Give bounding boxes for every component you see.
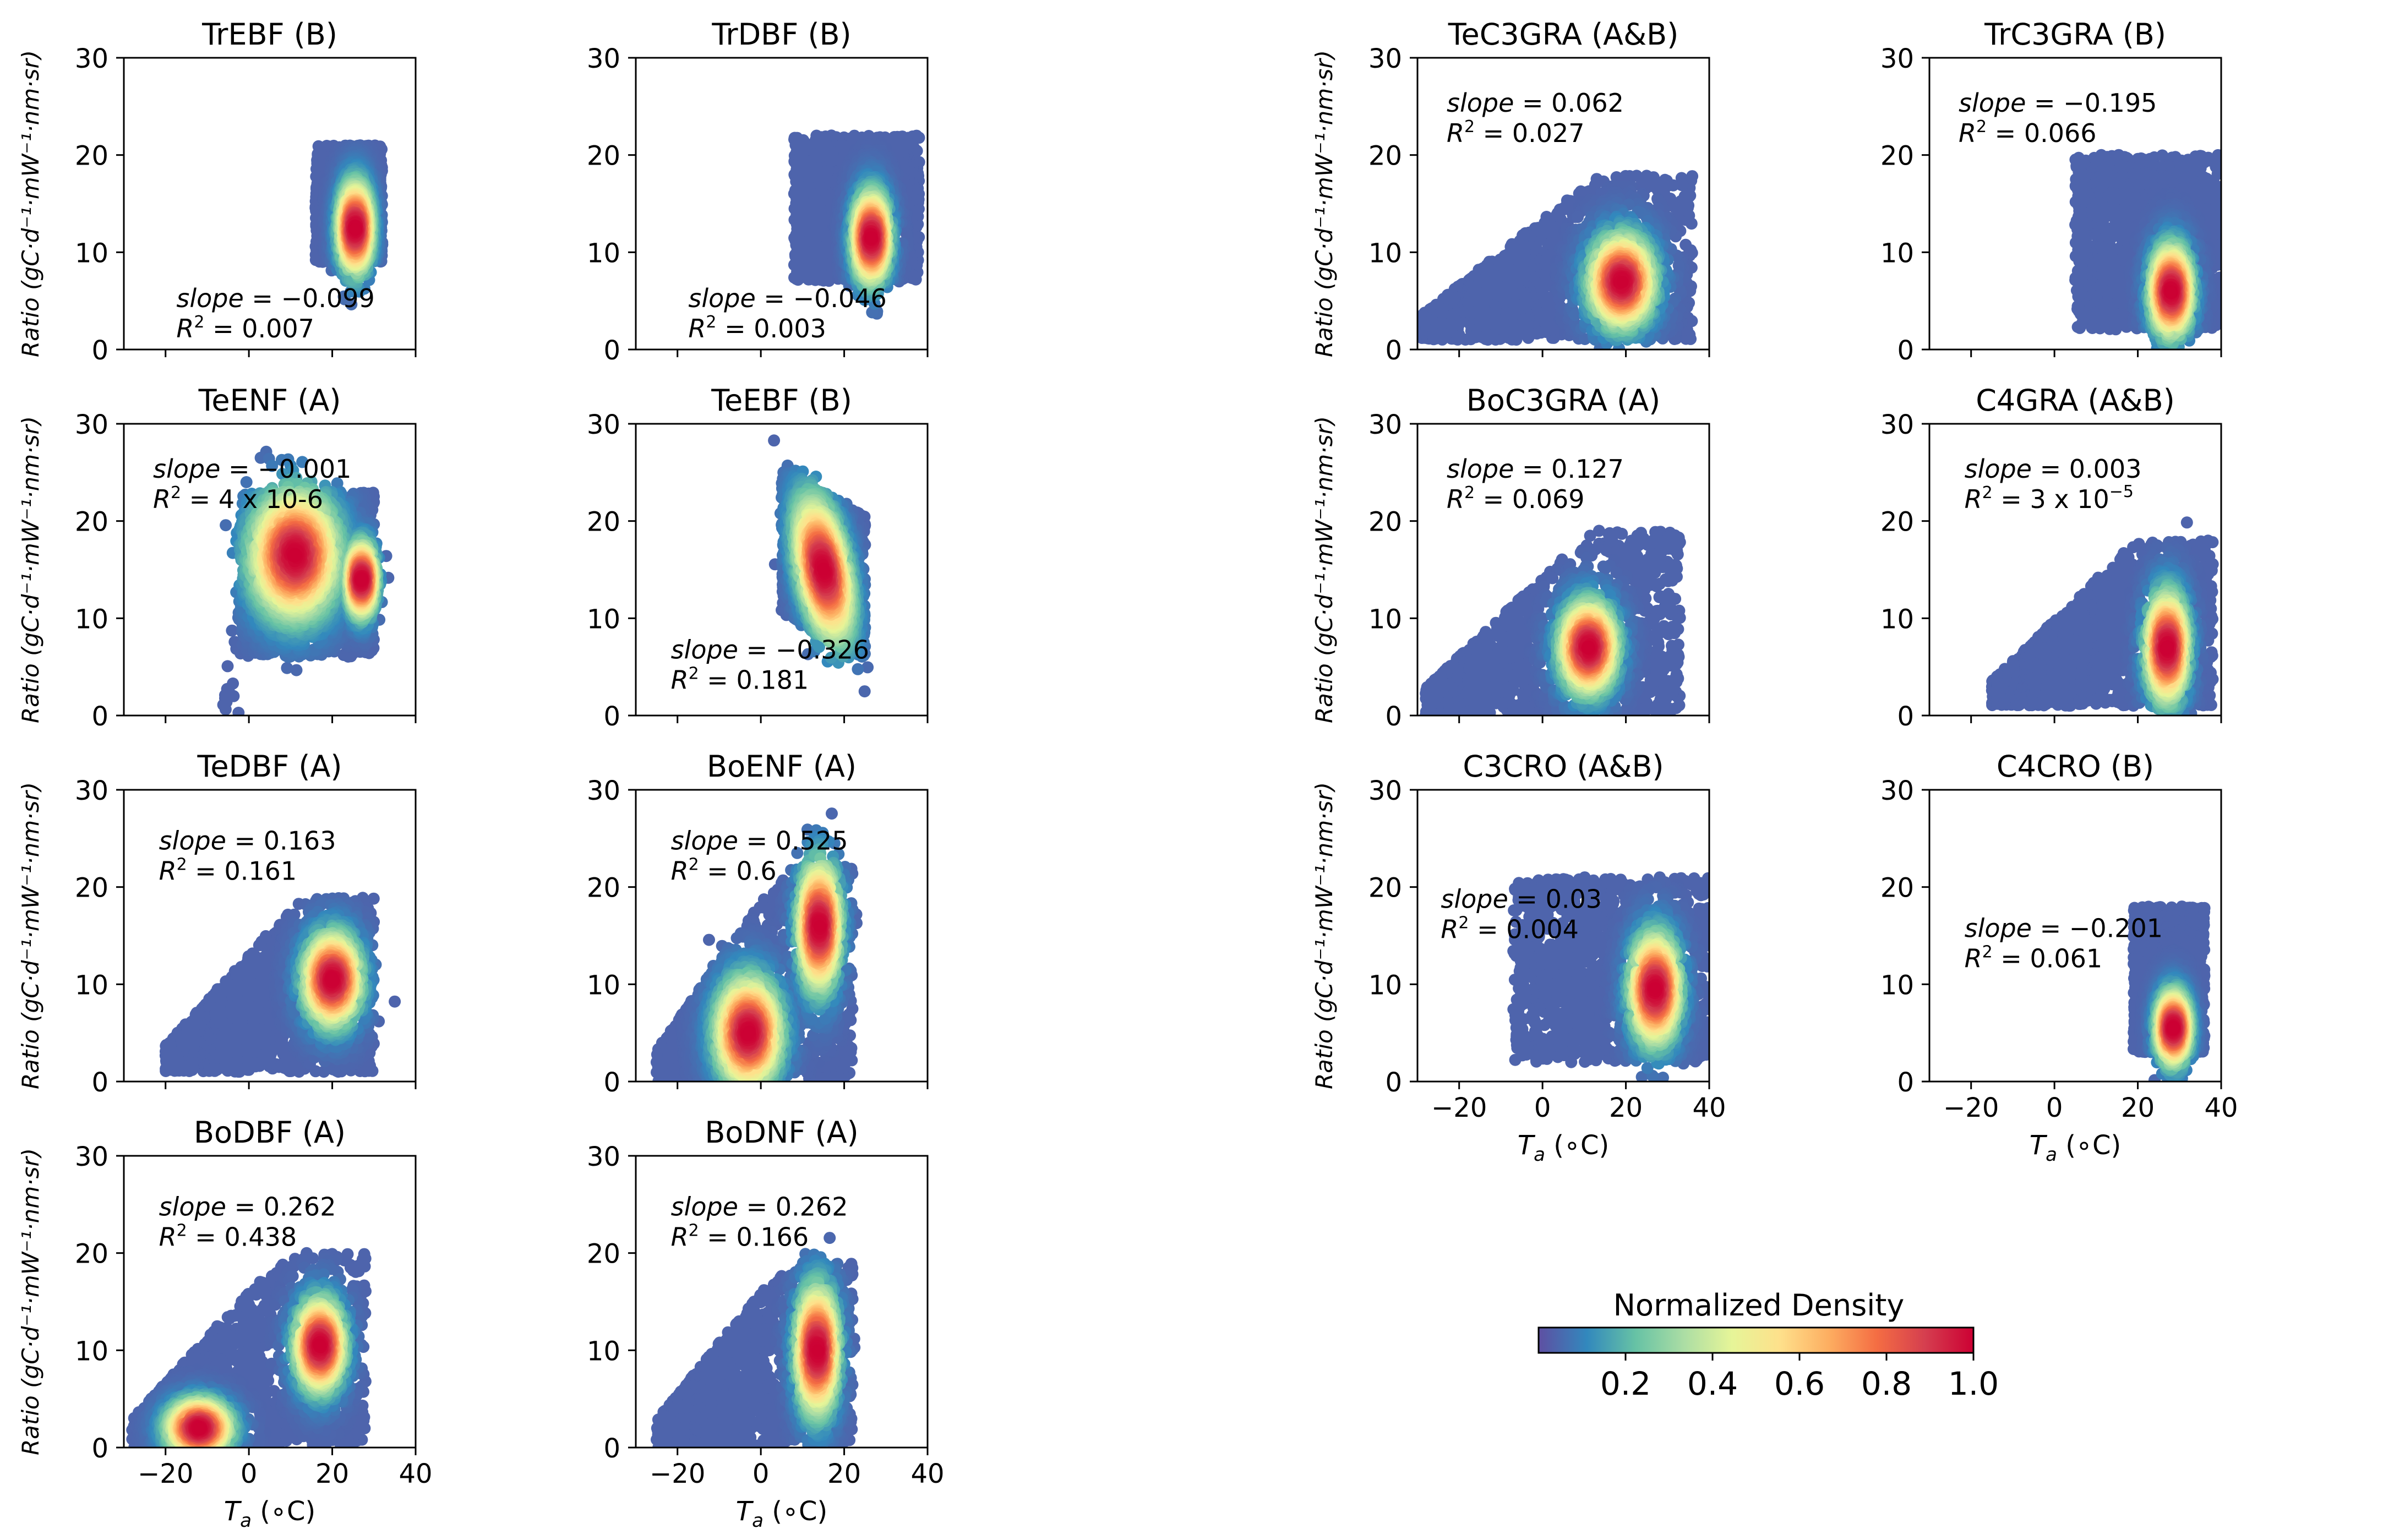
panel-title: TrDBF (B) — [711, 17, 851, 52]
slope-text: slope = −0.099 — [176, 283, 374, 313]
scatter-points — [309, 139, 389, 310]
axes-frame — [123, 57, 417, 351]
y-tick-label: 20 — [587, 141, 620, 172]
y-tick-label: 20 — [75, 141, 108, 172]
scatter-point — [221, 660, 234, 673]
scatter-point — [865, 231, 878, 244]
y-tick-label: 0 — [91, 335, 108, 366]
scatter-point — [349, 223, 362, 236]
r2-text: R2 = 0.003 — [688, 313, 826, 343]
panel-title: TrEBF (B) — [201, 17, 337, 52]
y-tick-label: 10 — [75, 238, 108, 269]
y-tick-label: 30 — [75, 43, 108, 74]
y-axis-label: Ratio (gC·d⁻¹·mW⁻¹·nm·sr) — [17, 50, 44, 357]
y-tick-label: 30 — [587, 43, 620, 74]
scatter-point — [227, 677, 239, 690]
scatter-point — [232, 707, 245, 716]
scatter-points — [788, 129, 925, 320]
scatter-point — [281, 662, 293, 674]
scatter-point — [345, 298, 358, 310]
scatter-point — [220, 519, 232, 532]
panel: TrEBF (B) 0 10 20 30 Ratio (gC·d⁻¹·mW⁻¹·nm·sr… — [17, 17, 417, 366]
y-tick-label: 10 — [587, 238, 620, 269]
r2-text: R2 = 0.007 — [176, 313, 314, 343]
y-tick-label: 0 — [603, 335, 620, 366]
slope-text: slope = −0.046 — [688, 283, 886, 313]
panels: TrEBF (B) 0 10 20 30 Ratio (gC·d⁻¹·mW⁻¹·nm·sr… — [17, 17, 2238, 1532]
